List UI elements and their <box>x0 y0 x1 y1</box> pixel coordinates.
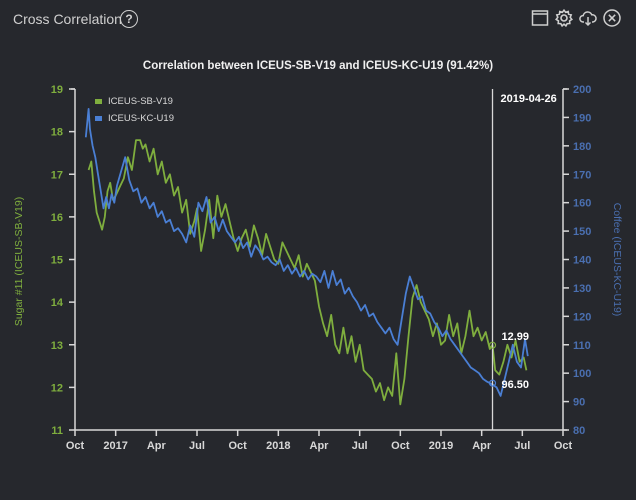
x-tick-label: 2017 <box>103 440 127 452</box>
x-tick-label: 2018 <box>266 440 290 452</box>
panel-title: Cross Correlation <box>13 11 122 27</box>
right-tick-label: 150 <box>573 226 591 238</box>
panel-toolbar <box>530 8 622 28</box>
cursor-point-sugar <box>488 341 497 349</box>
right-tick-label: 90 <box>573 397 585 409</box>
left-tick-label: 13 <box>51 340 63 352</box>
x-tick-label: Apr <box>310 440 330 452</box>
right-tick-label: 160 <box>573 198 591 210</box>
cursor-value-coffee: 96.50 <box>502 379 530 391</box>
series-line-iceus-kc-u19 <box>84 108 529 397</box>
x-tick-label: 2019 <box>429 440 453 452</box>
x-tick-label: Oct <box>228 440 247 452</box>
x-tick-label: Oct <box>554 440 573 452</box>
right-tick-label: 120 <box>573 311 591 323</box>
left-tick-label: 19 <box>51 84 63 96</box>
window-icon[interactable] <box>530 8 550 28</box>
left-tick-label: 16 <box>51 212 63 224</box>
x-tick-label: Oct <box>66 440 85 452</box>
left-tick-label: 11 <box>51 425 63 437</box>
x-tick-label: Apr <box>472 440 492 452</box>
right-tick-label: 80 <box>573 425 585 437</box>
x-tick-label: Jul <box>514 440 530 452</box>
x-tick-label: Jul <box>189 440 205 452</box>
x-tick-label: Jul <box>352 440 368 452</box>
left-tick-label: 15 <box>51 255 63 267</box>
series-line-iceus-sb-v19 <box>87 139 528 406</box>
x-tick-label: Apr <box>147 440 167 452</box>
legend-swatch <box>95 99 102 104</box>
panel-header: Cross Correlation ? <box>0 0 636 40</box>
right-tick-label: 140 <box>573 255 591 267</box>
right-tick-label: 130 <box>573 283 591 295</box>
left-tick-label: 17 <box>51 169 63 181</box>
legend-label: ICEUS-SB-V19 <box>108 96 173 107</box>
left-tick-label: 12 <box>51 382 63 394</box>
cloud-download-icon[interactable] <box>578 8 598 28</box>
right-tick-label: 100 <box>573 368 591 380</box>
chart-title: Correlation between ICEUS-SB-V19 and ICE… <box>143 60 493 72</box>
right-tick-label: 190 <box>573 112 591 124</box>
question-circle-icon[interactable]: ? <box>120 10 138 28</box>
x-tick-label: Oct <box>391 440 410 452</box>
gear-icon[interactable] <box>554 8 574 28</box>
right-tick-label: 170 <box>573 169 591 181</box>
legend-label: ICEUS-KC-U19 <box>108 113 174 124</box>
left-tick-label: 14 <box>51 297 64 309</box>
close-circle-icon[interactable] <box>602 8 622 28</box>
cursor-date-label: 2019-04-26 <box>501 93 557 105</box>
left-tick-label: 18 <box>51 127 63 139</box>
right-tick-label: 180 <box>573 141 591 153</box>
right-axis-title: Coffee (ICEUS-KC-U19) <box>611 203 623 317</box>
legend-swatch <box>95 116 102 121</box>
right-tick-label: 110 <box>573 340 591 352</box>
cursor-value-sugar: 12.99 <box>502 331 530 343</box>
left-axis-title: Sugar #11 (ICEUS-SB-V19) <box>13 197 25 326</box>
cursor-point-coffee <box>488 379 497 387</box>
right-tick-label: 200 <box>573 84 591 96</box>
